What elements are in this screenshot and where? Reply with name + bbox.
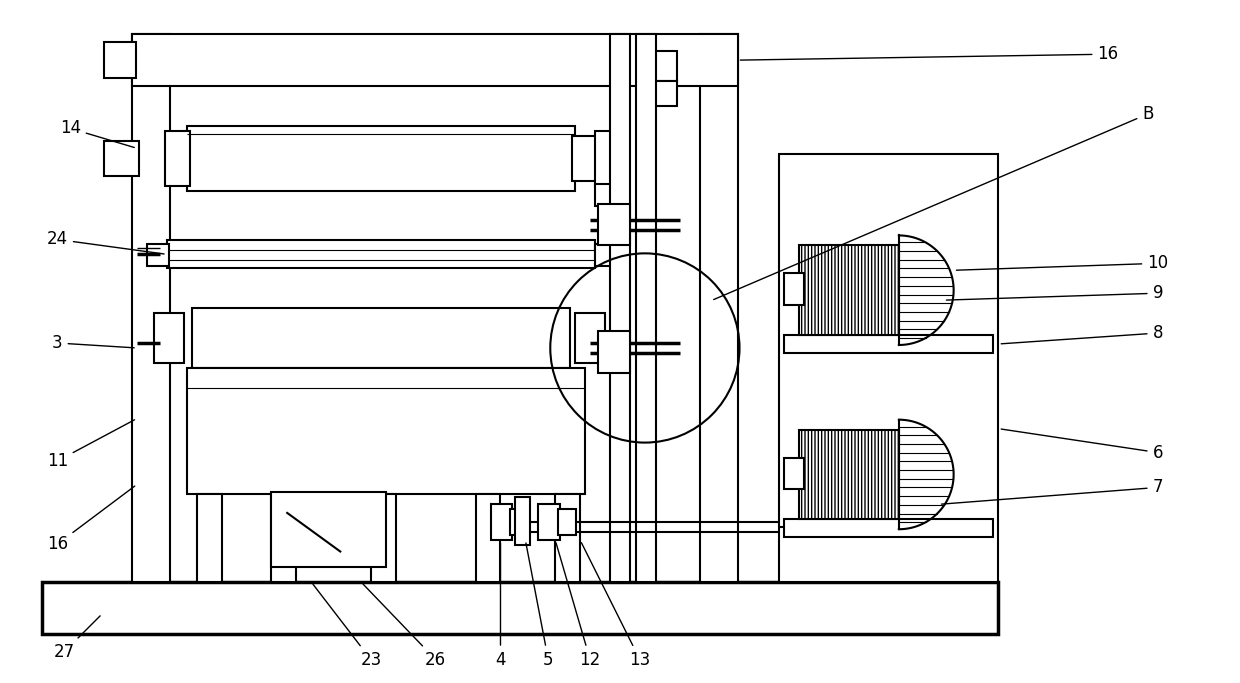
Bar (558, 510, 577, 535)
Bar (595, 184, 622, 206)
Text: 26: 26 (363, 584, 446, 669)
Text: 11: 11 (47, 420, 134, 470)
Bar (42, 582, 998, 634)
Bar (371, 494, 396, 582)
Bar (598, 331, 630, 373)
Bar (598, 204, 630, 245)
Bar (642, 51, 677, 81)
Text: 16: 16 (740, 45, 1118, 63)
Text: 16: 16 (47, 486, 135, 553)
Bar (780, 154, 998, 582)
Bar (491, 504, 512, 540)
Bar (197, 494, 222, 582)
Bar (167, 240, 595, 268)
Bar (800, 430, 899, 519)
Bar (476, 494, 501, 582)
Bar (104, 42, 136, 78)
Bar (572, 136, 598, 181)
Text: B: B (714, 105, 1153, 300)
Text: 10: 10 (956, 254, 1168, 273)
Bar (785, 335, 993, 353)
Text: 14: 14 (60, 120, 134, 148)
Bar (699, 34, 738, 582)
Bar (154, 313, 184, 363)
Bar (538, 504, 560, 540)
Bar (785, 519, 993, 538)
Bar (131, 34, 170, 582)
Bar (165, 131, 190, 186)
Text: 5: 5 (526, 543, 553, 669)
Text: 7: 7 (941, 478, 1163, 504)
Bar (516, 497, 531, 545)
Bar (104, 141, 139, 176)
Text: 13: 13 (582, 543, 651, 669)
Bar (595, 245, 618, 266)
Bar (272, 492, 386, 567)
Bar (511, 510, 528, 535)
Bar (636, 34, 656, 582)
Bar (192, 308, 570, 368)
Bar (610, 34, 630, 582)
Text: 9: 9 (946, 284, 1163, 302)
Bar (556, 494, 580, 582)
Text: 3: 3 (52, 334, 134, 352)
Text: 8: 8 (1001, 324, 1163, 344)
Bar (800, 245, 899, 335)
Bar (131, 34, 738, 86)
Bar (785, 273, 805, 305)
Text: 23: 23 (312, 584, 382, 669)
Bar (146, 245, 169, 266)
Text: 24: 24 (47, 230, 164, 254)
Text: 6: 6 (1001, 429, 1163, 462)
Bar (595, 131, 622, 186)
Bar (187, 126, 575, 191)
Bar (575, 313, 605, 363)
Bar (642, 81, 677, 106)
Text: 12: 12 (556, 543, 600, 669)
Bar (272, 494, 296, 582)
Text: 4: 4 (495, 543, 506, 669)
Text: 27: 27 (53, 616, 100, 660)
Bar (187, 368, 585, 494)
Bar (785, 458, 805, 490)
